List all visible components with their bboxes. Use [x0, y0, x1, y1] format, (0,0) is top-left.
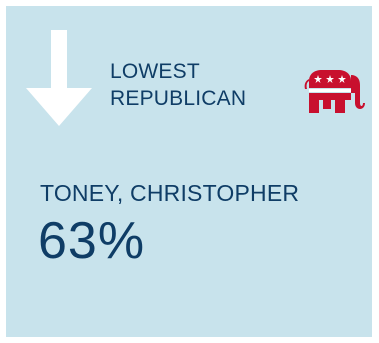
- category-label: LOWEST REPUBLICAN: [110, 58, 246, 112]
- candidate-percent: 63%: [38, 212, 146, 270]
- category-label-line1: LOWEST: [110, 60, 200, 83]
- candidate-name: TONEY, CHRISTOPHER: [40, 180, 300, 206]
- down-arrow-icon: [26, 30, 92, 126]
- stat-card: LOWEST REPUBLICAN TONEY, CHRISTOPHER 63%: [6, 6, 372, 337]
- republican-elephant-icon: [304, 70, 365, 113]
- category-label-line2: REPUBLICAN: [110, 87, 247, 110]
